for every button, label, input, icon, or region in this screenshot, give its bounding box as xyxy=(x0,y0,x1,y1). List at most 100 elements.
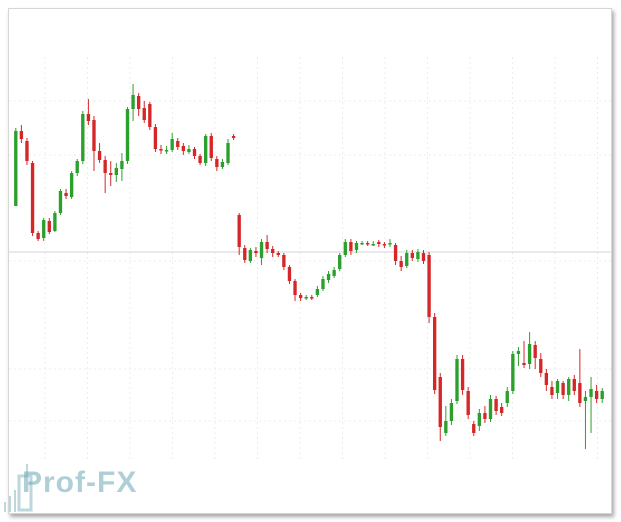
candle-down xyxy=(97,151,102,160)
candle-down xyxy=(271,249,275,253)
candle-up xyxy=(226,143,230,163)
candle-down xyxy=(310,297,314,299)
candle-down xyxy=(544,373,549,385)
candle-up xyxy=(388,243,392,245)
candle-up xyxy=(360,243,364,245)
candle-down xyxy=(550,387,554,395)
candle-up xyxy=(505,391,509,403)
candle-up xyxy=(131,95,135,109)
candle-down xyxy=(466,391,470,415)
candle-down xyxy=(237,215,241,247)
candle-down xyxy=(282,255,286,267)
candle-up xyxy=(187,149,191,152)
candle-up xyxy=(516,351,521,354)
candle-up xyxy=(114,168,118,175)
candle-down xyxy=(298,295,303,298)
candle-down xyxy=(30,163,35,233)
candle-down xyxy=(103,160,107,173)
candle-up xyxy=(170,139,174,150)
candle-down xyxy=(365,243,370,245)
candle-down xyxy=(36,233,40,239)
candle-down xyxy=(399,261,403,267)
candle-down xyxy=(176,141,180,147)
candle-up xyxy=(42,220,46,238)
candle-down xyxy=(109,173,113,175)
candle-down xyxy=(287,267,292,281)
candle-up xyxy=(567,379,571,395)
candle-down xyxy=(533,345,537,358)
candle-down xyxy=(572,379,576,391)
candle-up xyxy=(444,421,448,433)
candle-down xyxy=(265,242,269,249)
candle-up xyxy=(477,413,482,426)
candle-up xyxy=(583,397,588,401)
candle-down xyxy=(19,131,24,139)
candle-up xyxy=(14,131,18,206)
candle-up xyxy=(354,243,359,250)
candle-down xyxy=(432,317,437,390)
grid-lines xyxy=(9,57,611,461)
candle-down xyxy=(142,108,146,120)
candle-up xyxy=(220,162,225,167)
candle-down xyxy=(209,136,213,158)
candle-down xyxy=(427,255,431,317)
candle-down xyxy=(483,413,487,419)
candle-down xyxy=(47,221,51,232)
logo-mark-icon xyxy=(4,464,33,512)
candle-down xyxy=(159,149,163,151)
candle-down xyxy=(192,149,197,156)
candle-up xyxy=(343,242,347,255)
candle-up xyxy=(449,403,454,421)
candle-up xyxy=(455,359,459,401)
candle-down xyxy=(472,424,476,433)
candle-up xyxy=(332,270,336,276)
candle-up xyxy=(315,289,320,295)
candle-up xyxy=(589,389,593,397)
candlestick-chart xyxy=(9,57,611,461)
candle-down xyxy=(181,146,186,151)
candle-up xyxy=(511,354,515,391)
candle-up xyxy=(416,252,420,259)
candle-down xyxy=(215,159,219,167)
candle-down xyxy=(438,377,442,427)
candles xyxy=(14,84,604,449)
candle-down xyxy=(148,104,152,127)
candle-down xyxy=(198,156,202,163)
candle-down xyxy=(594,391,599,399)
candle-up xyxy=(405,253,409,266)
candle-up xyxy=(53,213,57,231)
candle-up xyxy=(259,242,264,258)
candle-up xyxy=(125,109,130,161)
candle-up xyxy=(69,173,74,197)
candle-up xyxy=(75,161,79,173)
candle-down xyxy=(421,253,426,261)
candle-down xyxy=(276,253,280,255)
candle-down xyxy=(460,359,465,390)
candle-up xyxy=(164,150,169,152)
candle-down xyxy=(86,114,91,121)
candle-up xyxy=(248,250,253,261)
candle-up xyxy=(371,244,375,246)
candle-down xyxy=(293,281,297,295)
candle-down xyxy=(136,96,141,109)
candle-up xyxy=(58,191,63,213)
candle-down xyxy=(377,242,381,244)
candle-down xyxy=(522,363,526,365)
candle-down xyxy=(25,141,29,161)
candle-down xyxy=(561,383,565,395)
candle-down xyxy=(539,359,543,373)
candle-down xyxy=(153,127,158,149)
candle-up xyxy=(527,344,532,364)
candle-down xyxy=(410,253,414,258)
candle-up xyxy=(304,297,308,299)
candle-up xyxy=(488,399,493,419)
candle-down xyxy=(243,248,247,260)
candle-up xyxy=(338,255,342,269)
candle-down xyxy=(500,407,504,413)
candle-up xyxy=(326,274,331,280)
candle-down xyxy=(578,383,582,403)
candle-up xyxy=(600,391,604,399)
candle-up xyxy=(120,161,124,169)
candle-up xyxy=(321,279,325,289)
candle-up xyxy=(204,136,208,163)
